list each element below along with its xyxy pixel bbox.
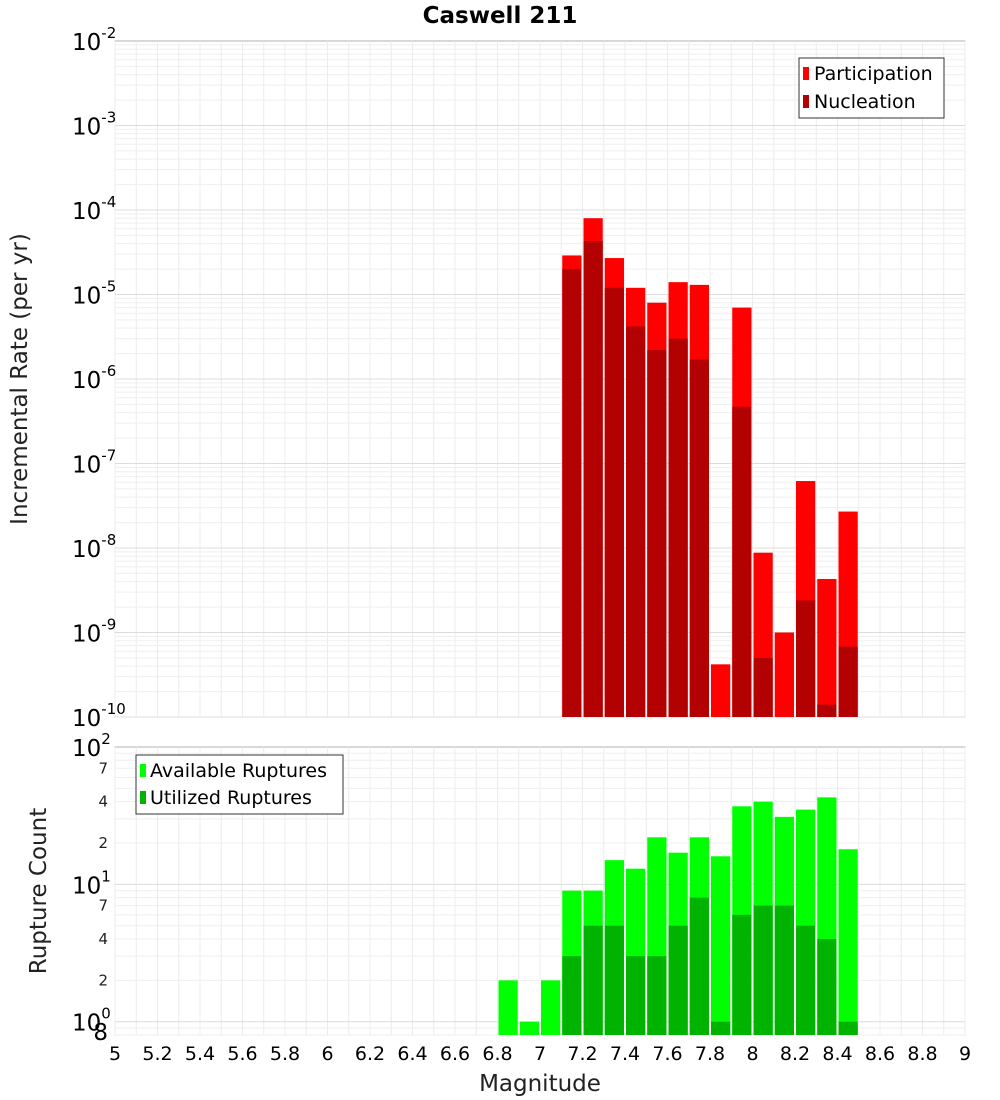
nucleation-bar (753, 657, 773, 717)
x-tick-label: 7.6 (652, 1043, 682, 1065)
rate-legend: Participation Nucleation (798, 57, 945, 119)
count-y-minor-tick-label: 2 (98, 971, 108, 989)
utilized-bar (689, 897, 709, 1035)
participation-bar (774, 632, 794, 717)
count-y-tick-label: 100 (72, 1005, 111, 1037)
rate-bars (562, 218, 858, 717)
utilized-bar (562, 956, 582, 1035)
x-tick-label: 6.4 (397, 1043, 427, 1065)
available-bar (838, 849, 858, 1035)
x-tick-label: 9 (959, 1043, 971, 1065)
x-tick-label: 6.2 (355, 1043, 385, 1065)
rate-grid (114, 41, 966, 718)
rate-y-tick-label: 10-8 (72, 531, 116, 563)
x-ticks: 5 5.2 5.4 5.6 5.8 6 6.2 6.4 6.6 6.8 7 7.2 7.4 7.6 7.8 8… (109, 1043, 971, 1065)
utilized-bar (817, 939, 837, 1035)
rate-y-tick-label: 10-2 (72, 24, 116, 56)
x-tick-label: 8.6 (865, 1043, 895, 1065)
utilized-bar (647, 956, 667, 1035)
nucleation-bar (732, 406, 752, 717)
x-tick-label: 6 (321, 1043, 333, 1065)
legend-participation-label: Participation (814, 63, 933, 85)
nucleation-bar (604, 287, 624, 717)
nucleation-bar (817, 704, 837, 717)
x-tick-label: 7.8 (695, 1043, 725, 1065)
count-y-minor-tick-label: 7 (98, 897, 108, 915)
x-tick-label: 5.6 (227, 1043, 257, 1065)
x-tick-label: 8.8 (907, 1043, 937, 1065)
utilized-bar (668, 925, 688, 1035)
rate-panel: 10-10 10-9 10-8 10-7 10-6 10-5 10-4 10-3 10-2 In… (7, 24, 966, 732)
available-bar (498, 980, 518, 1035)
legend-available-label: Available Ruptures (150, 760, 327, 782)
count-y-tick-label: 102 (72, 730, 111, 762)
utilized-bar (753, 905, 773, 1035)
x-tick-label: 7.4 (610, 1043, 640, 1065)
x-tick-label: 5 (109, 1043, 121, 1065)
rate-y-tick-label: 10-9 (72, 616, 116, 648)
rate-y-tick-label: 10-6 (72, 362, 116, 394)
available-bar (711, 856, 731, 1035)
x-tick-label: 6.8 (482, 1043, 512, 1065)
rate-y-tick-label: 10-10 (72, 700, 126, 732)
rate-legend-box (798, 57, 945, 119)
count-y-minor-tick-label: 8 (93, 1020, 108, 1046)
x-tick-label: 6.6 (440, 1043, 470, 1065)
count-legend: Available Ruptures Utilized Ruptures (135, 754, 344, 815)
chart-title: Caswell 211 (423, 3, 578, 29)
count-y-minor-tick-label: 2 (98, 834, 108, 852)
legend-utilized-label: Utilized Ruptures (150, 787, 312, 809)
nucleation-bar (562, 269, 582, 717)
x-tick-label: 8.2 (780, 1043, 810, 1065)
nucleation-bar (647, 350, 667, 717)
nucleation-bar (626, 326, 646, 717)
rate-y-tick-label: 10-3 (72, 109, 116, 141)
x-tick-label: 8 (746, 1043, 758, 1065)
nucleation-bar (689, 359, 709, 717)
nucleation-bar (583, 240, 603, 717)
count-panel: 100 101 102 8 2 4 7 2 4 7 5 5.2 5.4 5.6 5.8 6 6.2 6.4 6.6… (26, 730, 971, 1097)
utilized-bar (626, 956, 646, 1035)
rate-y-tick-label: 10-4 (72, 193, 116, 225)
utilized-bar (774, 905, 794, 1035)
x-tick-label: 5.4 (185, 1043, 215, 1065)
utilized-bar (732, 914, 752, 1035)
count-bars (498, 797, 858, 1035)
x-tick-label: 7 (534, 1043, 546, 1065)
count-y-axis-label: Rupture Count (26, 808, 52, 974)
x-tick-label: 5.8 (270, 1043, 300, 1065)
x-tick-label: 8.4 (822, 1043, 852, 1065)
count-y-ticks: 100 101 102 8 2 4 7 2 4 7 (72, 730, 111, 1046)
x-tick-label: 5.2 (142, 1043, 172, 1065)
rate-y-axis-label: Incremental Rate (per yr) (7, 233, 33, 525)
legend-utilized-swatch (140, 791, 146, 804)
count-y-minor-tick-label: 7 (98, 759, 108, 777)
nucleation-bar (668, 338, 688, 717)
available-bar (541, 980, 561, 1035)
participation-bar (817, 578, 837, 717)
rate-y-tick-label: 10-5 (72, 278, 116, 310)
count-y-tick-label: 101 (72, 867, 111, 899)
utilized-bar (838, 1021, 858, 1035)
rate-y-tick-label: 10-7 (72, 447, 116, 479)
nucleation-bar (796, 600, 816, 717)
legend-nucleation-swatch (803, 95, 809, 108)
legend-nucleation-label: Nucleation (814, 91, 916, 113)
count-legend-box (135, 754, 344, 815)
available-bar (519, 1021, 539, 1035)
legend-participation-swatch (803, 67, 809, 80)
count-y-minor-tick-label: 4 (98, 793, 108, 811)
count-y-minor-tick-label: 4 (98, 930, 108, 948)
rate-y-ticks: 10-10 10-9 10-8 10-7 10-6 10-5 10-4 10-3 10-2 (72, 24, 126, 732)
utilized-bar (583, 925, 603, 1035)
utilized-bar (796, 925, 816, 1035)
nucleation-bar (838, 646, 858, 717)
x-axis-label: Magnitude (479, 1071, 601, 1097)
utilized-bar (604, 925, 624, 1035)
participation-bar (711, 664, 731, 717)
utilized-bar (711, 1021, 731, 1035)
x-tick-label: 7.2 (567, 1043, 597, 1065)
legend-available-swatch (140, 764, 146, 777)
